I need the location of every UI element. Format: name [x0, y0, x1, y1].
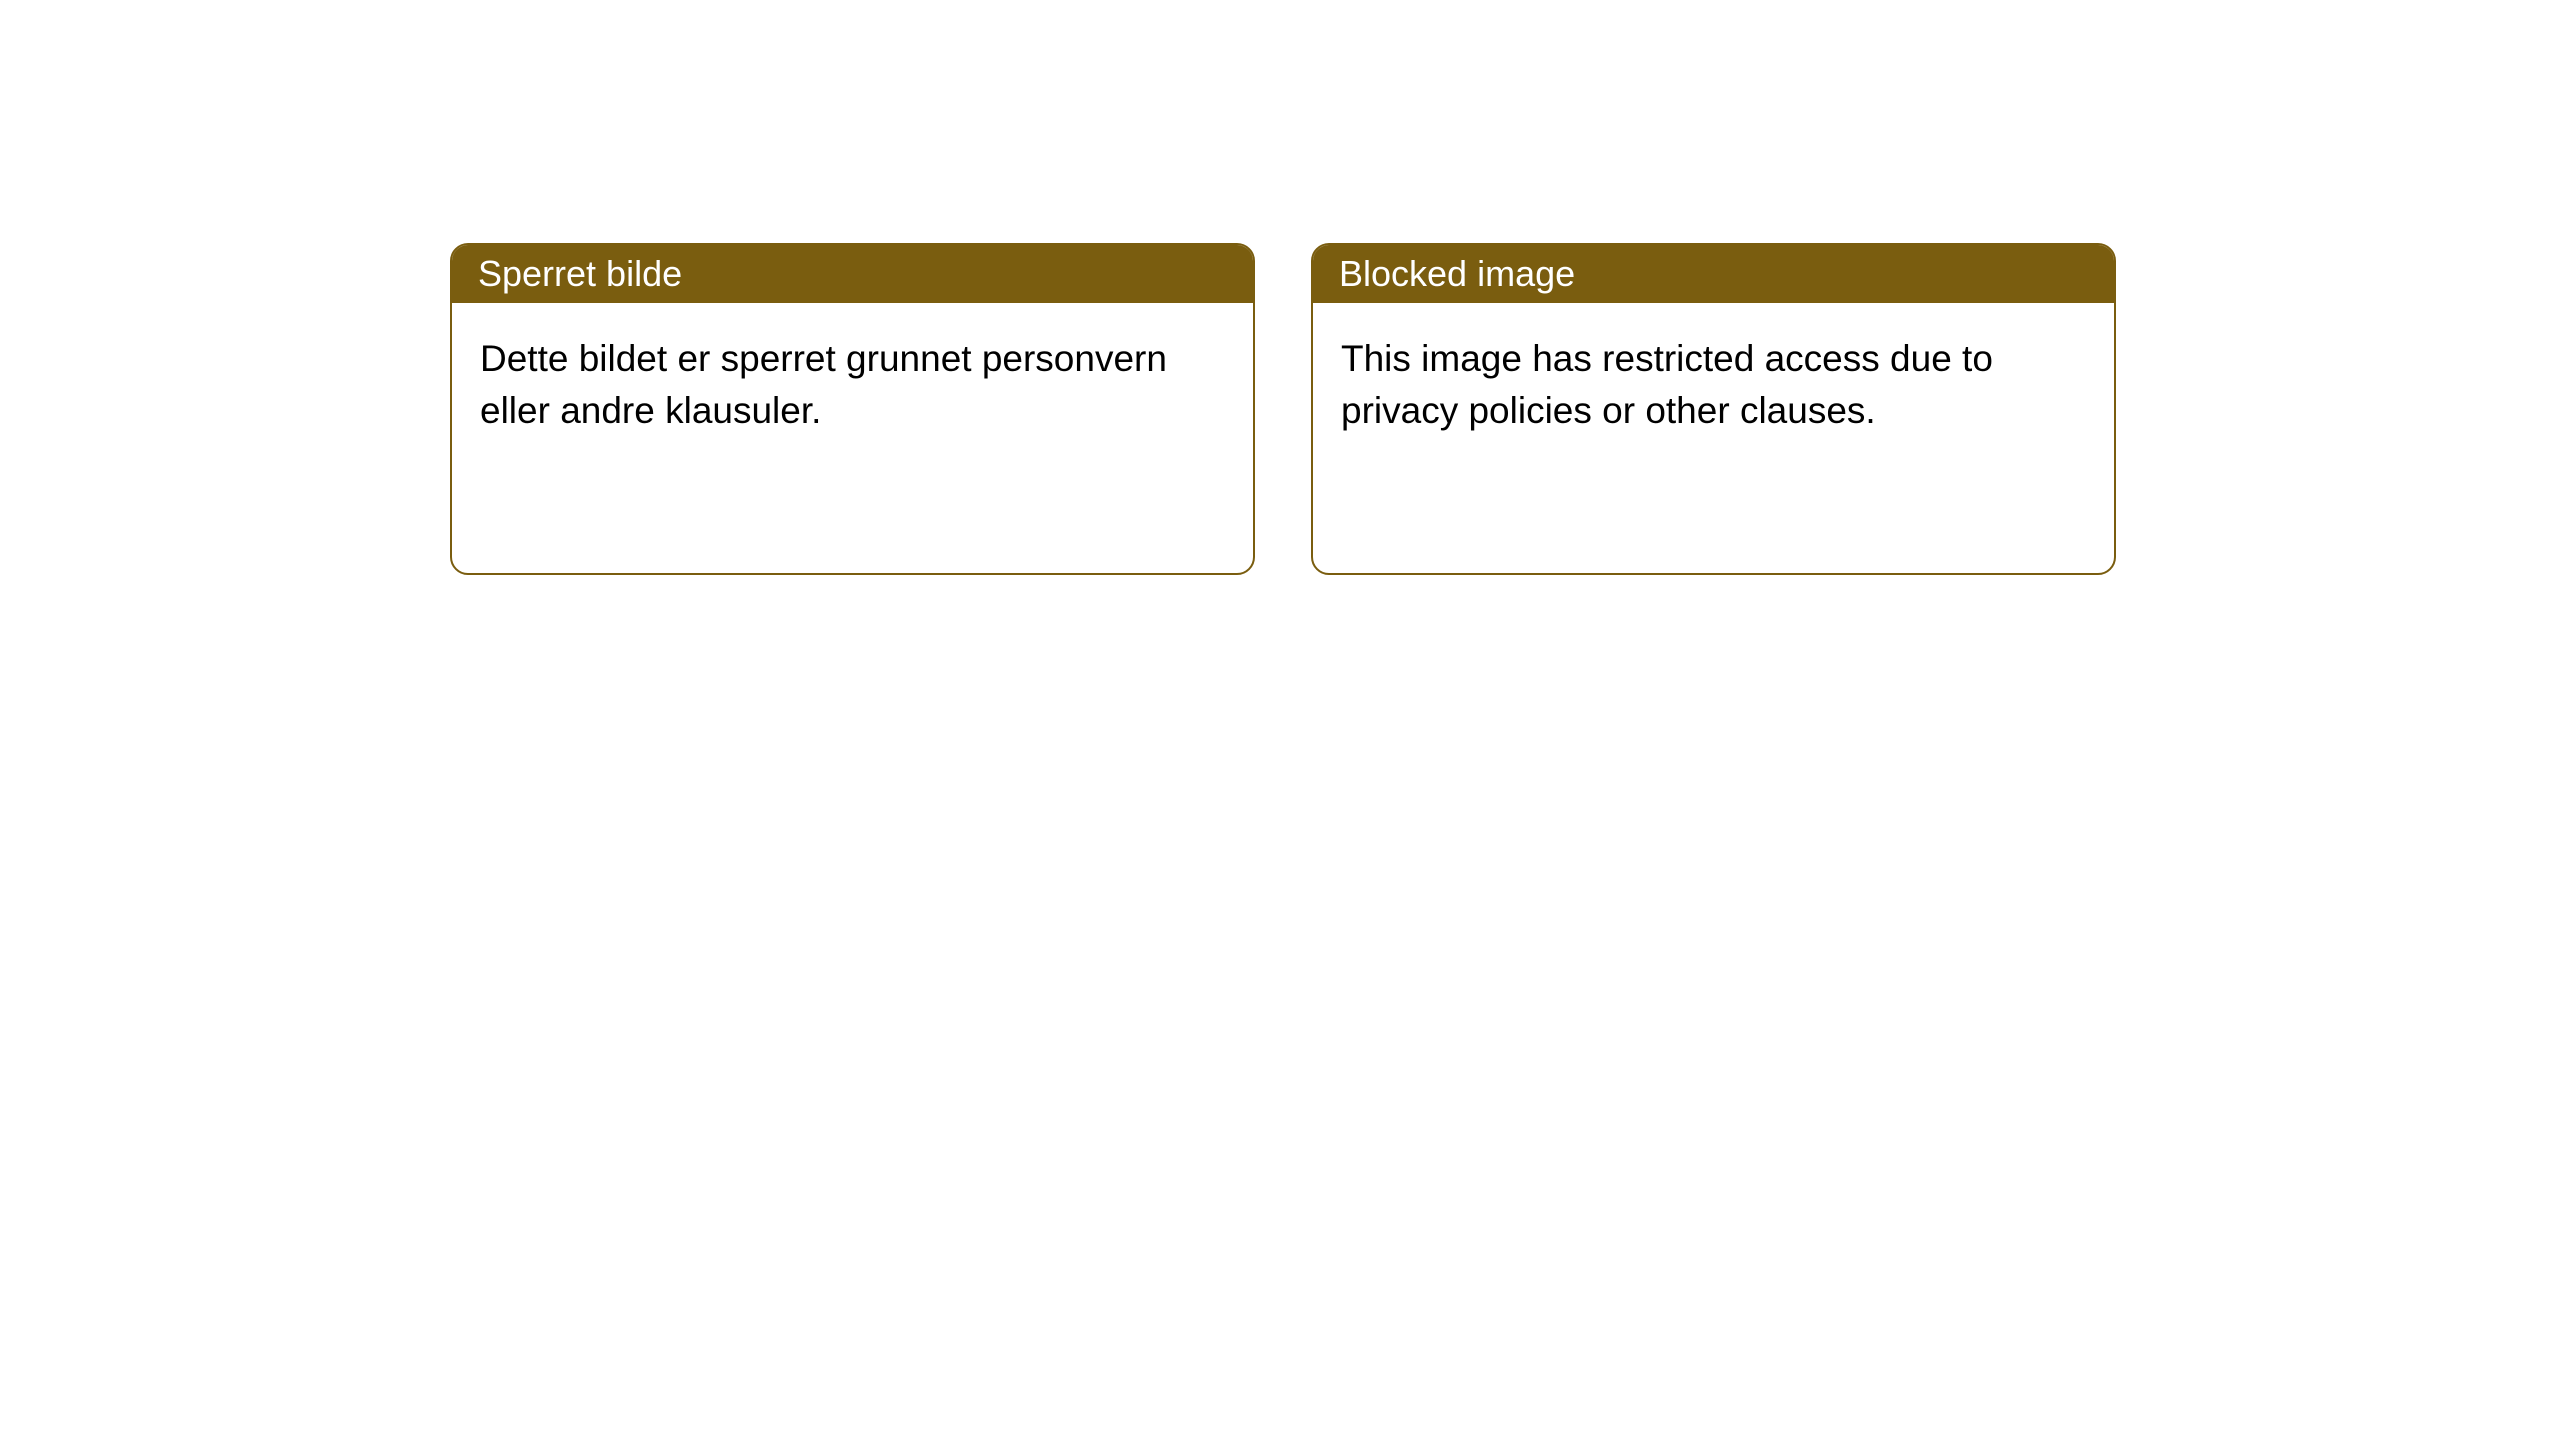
notice-container: Sperret bilde Dette bildet er sperret gr…: [0, 0, 2560, 575]
notice-body: This image has restricted access due to …: [1313, 303, 2114, 467]
notice-header: Sperret bilde: [452, 245, 1253, 303]
notice-card-english: Blocked image This image has restricted …: [1311, 243, 2116, 575]
notice-body: Dette bildet er sperret grunnet personve…: [452, 303, 1253, 467]
notice-card-norwegian: Sperret bilde Dette bildet er sperret gr…: [450, 243, 1255, 575]
notice-header: Blocked image: [1313, 245, 2114, 303]
